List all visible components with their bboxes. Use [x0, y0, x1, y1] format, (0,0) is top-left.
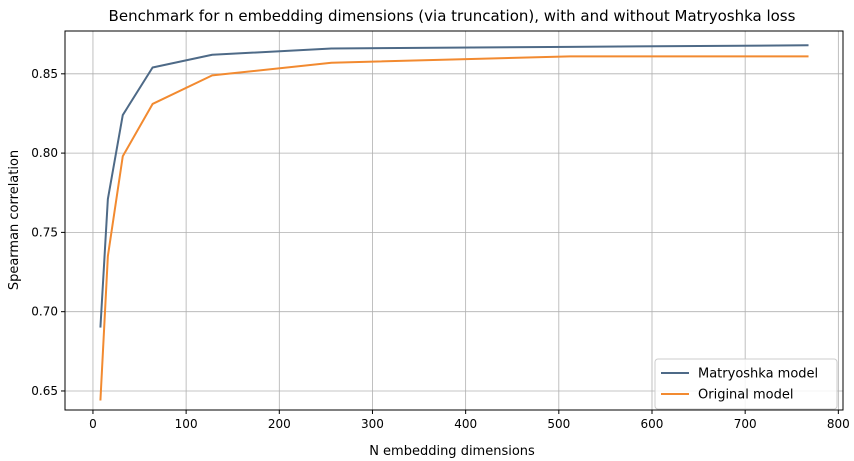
legend-box [654, 358, 838, 410]
y-tick-label: 0.70 [31, 305, 58, 319]
x-tick-label: 500 [547, 417, 570, 431]
y-tick-label: 0.80 [31, 146, 58, 160]
x-tick-label: 700 [734, 417, 757, 431]
legend: Matryoshka model Original model [654, 358, 838, 410]
x-tick-label: 400 [454, 417, 477, 431]
grid [65, 31, 843, 410]
series-line-original [99, 55, 809, 401]
chart-title: Benchmark for n embedding dimensions (vi… [109, 7, 796, 25]
legend-label: Matryoshka model [698, 367, 818, 382]
series-line-matryoshka [99, 44, 809, 328]
x-tick-label: 100 [175, 417, 198, 431]
y-axis-ticks: 0.65 0.70 0.75 0.80 0.85 [31, 67, 65, 398]
x-tick-label: 600 [641, 417, 664, 431]
legend-label: Original model [698, 388, 793, 403]
y-tick-label: 0.75 [31, 225, 58, 239]
x-axis-label: N embedding dimensions [369, 444, 535, 459]
x-axis-ticks: 0 100 200 300 400 500 600 700 800 [89, 410, 850, 431]
plot-frame [64, 30, 844, 411]
y-axis-label: Spearman correlation [7, 150, 22, 290]
series-layer [99, 44, 809, 401]
x-tick-label: 200 [268, 417, 291, 431]
y-tick-label: 0.65 [31, 384, 58, 398]
y-tick-label: 0.85 [31, 67, 58, 81]
x-tick-label: 0 [89, 417, 97, 431]
x-tick-label: 300 [361, 417, 384, 431]
x-tick-label: 800 [827, 417, 850, 431]
